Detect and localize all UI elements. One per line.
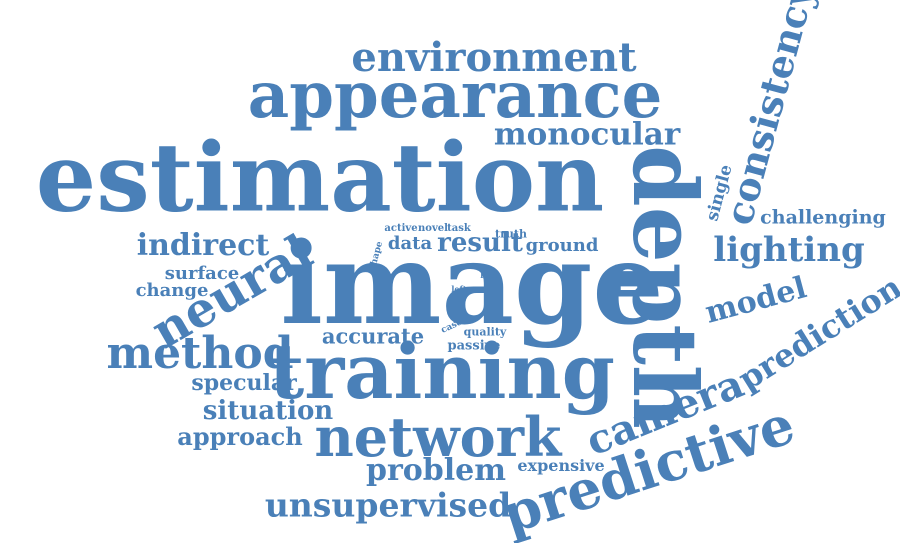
word-situation: situation bbox=[202, 396, 334, 426]
word-training: training bbox=[269, 327, 615, 416]
word-appearance: appearance bbox=[247, 58, 663, 133]
word-model: model bbox=[701, 270, 811, 331]
word-task: task bbox=[447, 223, 471, 234]
word-approach: approach bbox=[177, 422, 303, 451]
word-image: image bbox=[280, 219, 664, 350]
word-surface: surface bbox=[164, 263, 240, 284]
word-quality: quality bbox=[463, 325, 507, 339]
word-truth: truth bbox=[495, 227, 527, 241]
word-unsupervised: unsupervised bbox=[264, 485, 512, 525]
word-passive: passive bbox=[447, 338, 501, 354]
word-method: method bbox=[106, 328, 294, 379]
word-change: change bbox=[135, 280, 209, 301]
word-monocular: monocular bbox=[493, 116, 681, 153]
word-ground: ground bbox=[525, 235, 599, 256]
word-expensive: expensive bbox=[517, 456, 605, 475]
word-network: network bbox=[314, 405, 562, 469]
word-active: active bbox=[384, 223, 418, 234]
word-left: left bbox=[451, 284, 467, 294]
word-estimation: estimation bbox=[35, 122, 605, 234]
word-problem: problem bbox=[366, 453, 506, 488]
word-specular: specular bbox=[191, 370, 297, 396]
word-consistency: consistency bbox=[715, 0, 824, 230]
word-accurate: accurate bbox=[321, 323, 425, 349]
word-environment: environment bbox=[351, 34, 637, 81]
word-lighting: lighting bbox=[713, 230, 865, 270]
word-novel: novel bbox=[418, 223, 448, 234]
word-result: result bbox=[437, 228, 523, 258]
word-loss: loss bbox=[480, 270, 498, 280]
word-indirect: indirect bbox=[136, 228, 270, 263]
word-challenging: challenging bbox=[760, 206, 886, 229]
word-data: data bbox=[387, 233, 433, 254]
